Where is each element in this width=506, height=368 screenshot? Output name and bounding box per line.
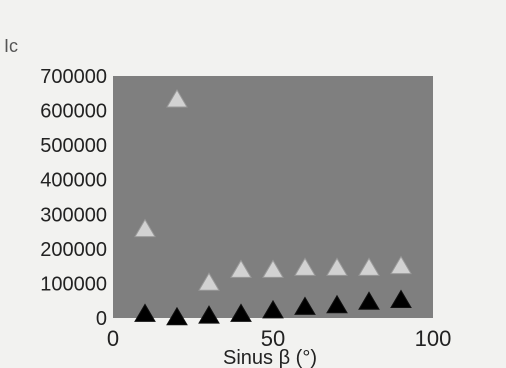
triangle-marker (134, 303, 156, 322)
triangle-marker (358, 291, 380, 310)
series-2 (134, 289, 412, 326)
triangle-marker (326, 257, 348, 276)
x-tick-label: 100 (415, 326, 452, 351)
data-markers (134, 89, 412, 326)
y-tick-label: 300000 (40, 204, 107, 226)
plot-area-layer (113, 76, 433, 318)
triangle-marker (198, 272, 220, 291)
y-tick-label: 400000 (40, 170, 107, 192)
triangle-marker (230, 259, 252, 278)
triangle-marker (198, 305, 220, 324)
x-tick-label: 0 (107, 326, 119, 351)
triangle-marker (230, 303, 252, 322)
y-tick-label: 700000 (40, 66, 107, 88)
y-tick-label: 500000 (40, 135, 107, 157)
plot-background (113, 76, 433, 318)
y-tick-label: 0 (96, 308, 107, 330)
triangle-marker (262, 299, 284, 319)
y-tick-labels: 0 100000 200000 300000 400000 500000 600000 700… (40, 66, 107, 330)
y-tick-label: 200000 (40, 239, 107, 261)
top-left-label: Ic (4, 36, 18, 56)
triangle-marker (358, 257, 380, 276)
triangle-marker (166, 89, 188, 108)
y-tick-label: 600000 (40, 101, 107, 123)
series-1 (134, 89, 412, 291)
triangle-marker (390, 255, 412, 275)
triangle-marker (326, 294, 348, 314)
triangle-marker (390, 289, 412, 309)
x-tick-label: 50 (261, 326, 285, 351)
triangle-marker (134, 218, 156, 238)
y-tick-label: 100000 (40, 273, 107, 295)
triangle-marker (294, 296, 316, 315)
triangle-marker (166, 306, 188, 326)
x-tick-labels: 0 50 100 (107, 326, 451, 351)
triangle-marker (294, 257, 316, 276)
triangle-marker (262, 259, 284, 278)
x-axis-label: Sinus β (°) (223, 347, 317, 368)
